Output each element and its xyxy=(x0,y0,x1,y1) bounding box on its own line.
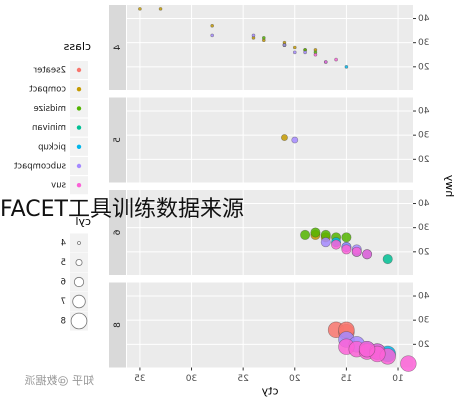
mirrored-plot: 20 30 40 4 20 30 40 5 20 30 40 6 20 30 40 8 10 15 20 25 30 35… xyxy=(13,5,456,398)
size-swatch xyxy=(77,241,81,245)
size-swatch xyxy=(72,294,86,309)
point xyxy=(300,229,311,240)
y-axis-title: hwy xyxy=(443,174,456,197)
x-tick-label: 25 xyxy=(237,374,248,384)
point xyxy=(351,246,362,257)
point xyxy=(303,50,307,55)
facet-strip xyxy=(109,190,126,275)
facet-strip xyxy=(109,282,126,368)
legend-swatch xyxy=(76,163,82,169)
size-legend-label: 8 xyxy=(61,317,66,327)
legend-swatch xyxy=(76,183,82,188)
point xyxy=(341,232,352,243)
overlay-text: FACET工具训练数据来源 xyxy=(0,197,244,222)
legend-label: suv xyxy=(51,181,66,191)
point xyxy=(210,23,214,28)
legend-title: class xyxy=(63,40,91,53)
legend-swatch xyxy=(76,144,82,149)
size-swatch xyxy=(75,258,83,266)
facet-label: 6 xyxy=(113,230,123,236)
point xyxy=(138,7,142,11)
point xyxy=(313,52,318,57)
point xyxy=(334,57,338,62)
point xyxy=(382,254,393,265)
y-tick-label: 30 xyxy=(418,38,430,48)
panel-background xyxy=(127,190,413,275)
x-tick-label: 30 xyxy=(186,374,198,384)
legend-swatch xyxy=(76,87,82,92)
point xyxy=(292,45,297,50)
x-axis-title: cty xyxy=(261,385,278,398)
point xyxy=(158,7,163,11)
x-tick-label: 20 xyxy=(289,374,301,384)
point xyxy=(331,239,342,250)
y-tick-label: 20 xyxy=(418,62,430,72)
size-swatch xyxy=(73,276,85,288)
point xyxy=(292,50,297,55)
point xyxy=(262,36,266,40)
legend-label: pickup xyxy=(38,142,66,152)
y-tick-label: 40 xyxy=(418,292,430,302)
y-tick-label: 40 xyxy=(418,107,430,117)
legend-swatch xyxy=(76,125,82,130)
size-legend-title: cyl xyxy=(75,215,91,228)
x-tick-label: 15 xyxy=(341,374,352,384)
size-legend-label: 6 xyxy=(61,278,66,288)
facet-label: 4 xyxy=(113,45,123,51)
facet-strip xyxy=(109,5,126,90)
point xyxy=(291,136,299,144)
x-tick-label: 10 xyxy=(392,374,404,384)
panel-background xyxy=(127,97,413,183)
point xyxy=(341,244,352,255)
size-legend-label: 7 xyxy=(61,297,66,307)
legend-label: midsize xyxy=(33,104,66,114)
point xyxy=(358,340,376,358)
size-legend-label: 4 xyxy=(61,239,66,249)
y-tick-label: 20 xyxy=(418,155,430,165)
size-legend-label: 5 xyxy=(61,258,66,268)
legend-swatch xyxy=(76,67,82,73)
point xyxy=(320,237,331,248)
point xyxy=(281,134,288,141)
legend-label: 2seater xyxy=(33,66,66,76)
facet-label: 8 xyxy=(113,322,123,328)
y-tick-label: 40 xyxy=(418,199,430,209)
point xyxy=(344,65,349,69)
y-tick-label: 30 xyxy=(418,316,430,326)
y-tick-label: 30 xyxy=(418,223,430,233)
panel-background xyxy=(127,5,413,90)
legend-swatch xyxy=(76,106,82,111)
facet-strip xyxy=(109,97,126,183)
point xyxy=(400,355,417,372)
point xyxy=(362,249,373,260)
legend-label: subcompact xyxy=(13,162,66,172)
y-tick-label: 30 xyxy=(418,131,430,141)
y-tick-label: 20 xyxy=(418,247,430,257)
point xyxy=(282,43,287,47)
y-tick-label: 20 xyxy=(418,340,430,350)
legend-label: compact xyxy=(29,85,66,95)
x-tick-label: 35 xyxy=(134,374,145,384)
point xyxy=(251,33,256,38)
point xyxy=(310,227,321,238)
facet-label: 5 xyxy=(113,137,123,143)
watermark: 知乎 @数据派 xyxy=(25,373,95,387)
point xyxy=(210,33,214,38)
y-tick-label: 40 xyxy=(418,14,430,24)
size-swatch xyxy=(70,312,88,330)
legend-label: minivan xyxy=(32,123,66,133)
point xyxy=(323,60,328,64)
